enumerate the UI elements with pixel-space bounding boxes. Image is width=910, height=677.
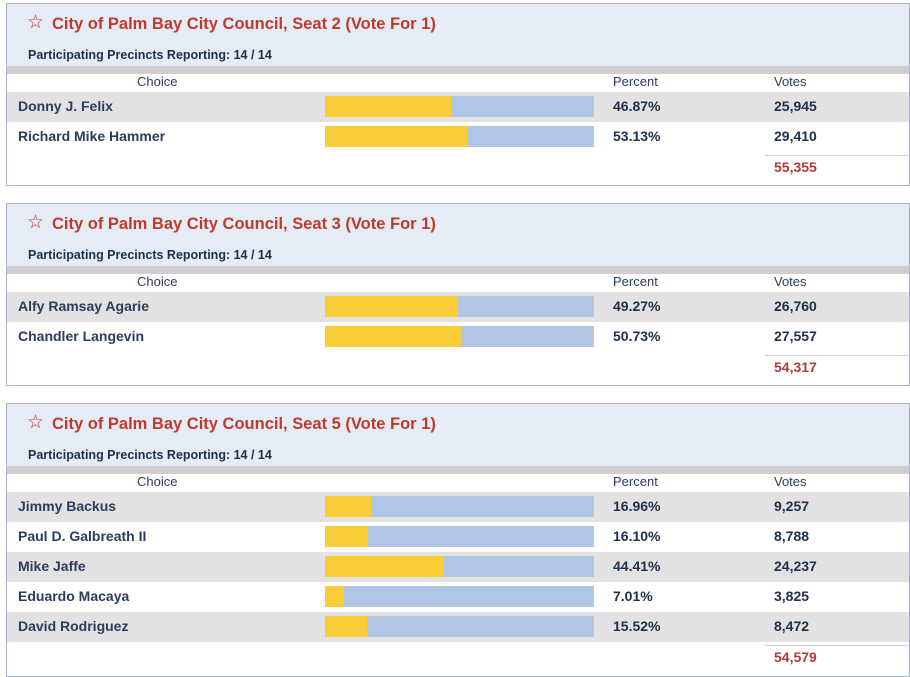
star-outline-icon[interactable]: ☆ [27,212,45,233]
candidate-votes: 8,788 [774,528,810,544]
race-header: ☆ City of Palm Bay City Council, Seat 5 … [7,404,909,466]
race-seat-5: ☆ City of Palm Bay City Council, Seat 5 … [6,403,910,677]
candidate-votes: 8,472 [774,618,810,634]
race-header: ☆ City of Palm Bay City Council, Seat 3 … [7,204,909,266]
vote-share-bar [325,526,594,547]
candidate-row: Eduardo Macaya 7.01% 3,825 [7,582,909,612]
vote-share-fill [325,556,445,577]
race-seat-3: ☆ City of Palm Bay City Council, Seat 3 … [6,203,910,386]
header-separator [7,66,909,74]
vote-share-bar [325,586,594,607]
header-separator [7,466,909,474]
vote-share-fill [325,496,371,517]
total-divider [765,645,910,646]
candidate-name: Eduardo Macaya [18,588,130,604]
vote-share-fill [325,616,367,637]
vote-share-bar [325,326,594,347]
vote-share-fill [325,326,462,347]
vote-share-bar [325,556,594,577]
vote-share-bar [325,616,594,637]
candidate-name: Donny J. Felix [18,98,113,114]
column-header-votes: Votes [774,474,807,489]
candidate-percent: 53.13% [613,128,661,144]
vote-share-fill [325,586,344,607]
column-header-votes: Votes [774,74,807,89]
race-title: City of Palm Bay City Council, Seat 5 (V… [52,415,436,433]
candidate-votes: 29,410 [774,128,817,144]
candidate-votes: 25,945 [774,98,817,114]
candidate-name: Richard Mike Hammer [18,128,166,144]
total-votes: 54,579 [774,649,817,665]
candidate-votes: 9,257 [774,498,810,514]
race-seat-2: ☆ City of Palm Bay City Council, Seat 2 … [6,3,910,186]
candidate-row: Richard Mike Hammer 53.13% 29,410 [7,122,909,152]
candidate-row: Donny J. Felix 46.87% 25,945 [7,92,909,122]
race-title: City of Palm Bay City Council, Seat 2 (V… [52,15,436,33]
star-outline-icon[interactable]: ☆ [27,12,45,33]
column-header-percent: Percent [613,274,658,289]
candidate-name: Mike Jaffe [18,558,86,574]
candidate-votes: 3,825 [774,588,810,604]
total-divider [765,355,910,356]
candidate-row: Paul D. Galbreath II 16.10% 8,788 [7,522,909,552]
precincts-reporting: Participating Precincts Reporting: 14 / … [28,248,272,262]
candidate-percent: 7.01% [613,588,653,604]
column-header-choice: Choice [137,274,178,289]
candidate-percent: 50.73% [613,328,661,344]
vote-share-fill [325,296,458,317]
candidate-row: Chandler Langevin 50.73% 27,557 [7,322,909,352]
candidate-percent: 44.41% [613,558,661,574]
candidate-name: David Rodriguez [18,618,129,634]
candidate-percent: 49.27% [613,298,661,314]
vote-share-bar [325,296,594,317]
vote-share-fill [325,526,369,547]
column-header-choice: Choice [137,74,178,89]
column-header-percent: Percent [613,74,658,89]
total-divider [765,155,910,156]
candidate-percent: 16.96% [613,498,661,514]
candidate-name: Chandler Langevin [18,328,145,344]
race-title: City of Palm Bay City Council, Seat 3 (V… [52,215,436,233]
vote-share-bar [325,126,594,147]
candidate-votes: 26,760 [774,298,817,314]
candidate-percent: 15.52% [613,618,661,634]
candidate-votes: 24,237 [774,558,817,574]
candidate-row: David Rodriguez 15.52% 8,472 [7,612,909,642]
candidate-row: Jimmy Backus 16.96% 9,257 [7,492,909,522]
vote-share-bar [325,496,594,517]
candidate-percent: 46.87% [613,98,661,114]
star-outline-icon[interactable]: ☆ [27,412,45,433]
candidate-percent: 16.10% [613,528,661,544]
column-header-percent: Percent [613,474,658,489]
race-header: ☆ City of Palm Bay City Council, Seat 2 … [7,4,909,66]
precincts-reporting: Participating Precincts Reporting: 14 / … [28,448,272,462]
vote-share-fill [325,126,468,147]
column-header-choice: Choice [137,474,178,489]
candidate-name: Jimmy Backus [18,498,117,514]
precincts-reporting: Participating Precincts Reporting: 14 / … [28,48,272,62]
candidate-row: Alfy Ramsay Agarie 49.27% 26,760 [7,292,909,322]
vote-share-fill [325,96,452,117]
total-votes: 54,317 [774,359,817,375]
candidate-votes: 27,557 [774,328,817,344]
candidate-name: Alfy Ramsay Agarie [18,298,149,314]
total-votes: 55,355 [774,159,817,175]
header-separator [7,266,909,274]
column-header-votes: Votes [774,274,807,289]
candidate-row: Mike Jaffe 44.41% 24,237 [7,552,909,582]
candidate-name: Paul D. Galbreath II [18,528,147,544]
vote-share-bar [325,96,594,117]
